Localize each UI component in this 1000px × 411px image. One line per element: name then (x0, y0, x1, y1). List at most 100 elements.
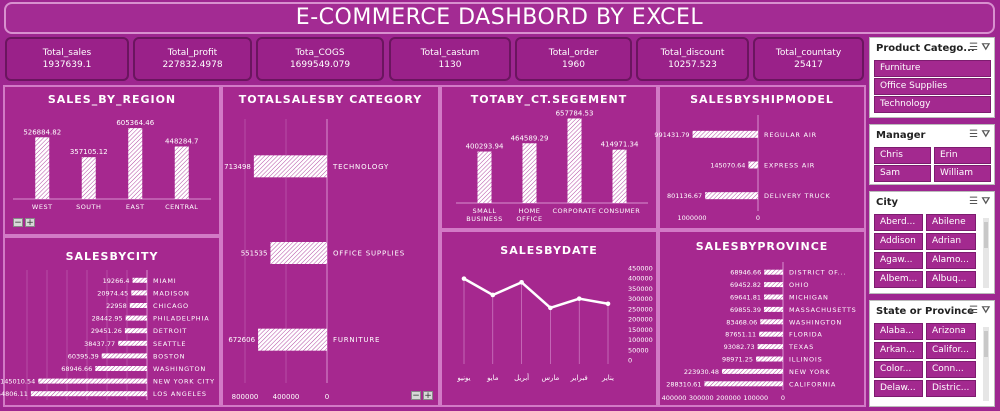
clear-filter-icon[interactable]: ⛛ (981, 196, 990, 207)
data-point (461, 276, 467, 281)
category-label: DISTRICT OF... (789, 269, 846, 277)
bar (764, 294, 783, 300)
axis-tick-label: 1000000 (678, 214, 707, 222)
data-label: 69855.39 (730, 306, 761, 314)
slicer-item[interactable]: Distric... (926, 380, 976, 397)
category-label: BUSINESS (466, 215, 502, 223)
slicer-item[interactable]: Arizona (926, 323, 976, 340)
category-label: ILLINOIS (789, 356, 823, 364)
slicer-item[interactable]: Sam (874, 165, 931, 182)
slicer-item[interactable]: Agaw... (874, 252, 923, 269)
slicer-item[interactable]: Albem... (874, 271, 923, 288)
data-label: 19266.4 (103, 277, 130, 285)
kpi-value: 25417 (794, 60, 823, 70)
axis-tick-label: 400000 (273, 393, 300, 401)
multiselect-icon[interactable]: ☰ (969, 129, 979, 140)
bar (705, 192, 758, 200)
category-label: CONSUMER (599, 207, 641, 215)
zoom-controls-bottom[interactable]: − + (411, 391, 433, 401)
bar (30, 391, 148, 397)
multiselect-icon[interactable]: ☰ (969, 305, 979, 316)
data-label: 801136.67 (667, 192, 702, 200)
kpi-value: 227832.4978 (162, 60, 223, 70)
data-label: 68946.66 (61, 365, 92, 373)
slicer-item[interactable]: Conn... (926, 361, 976, 378)
bar (258, 328, 327, 351)
kpi-value: 1130 (438, 60, 462, 70)
chart-title: SALES_BY_REGION (47, 93, 177, 106)
multiselect-icon[interactable]: ☰ (969, 196, 979, 207)
slicer-item[interactable]: Office Supplies (874, 78, 991, 95)
slicer-item[interactable]: Furniture (874, 60, 991, 77)
slicer-item[interactable]: Alaba... (874, 323, 923, 340)
kpi-value: 1960 (562, 60, 585, 70)
bar (270, 242, 327, 264)
bar (567, 118, 582, 203)
kpi-label: Total_discount (660, 48, 725, 58)
slicer-item[interactable]: Erin (934, 147, 991, 164)
clear-filter-icon[interactable]: ⛛ (981, 305, 990, 316)
clear-filter-icon[interactable]: ⛛ (981, 42, 990, 53)
bar (129, 303, 147, 308)
slicer-item[interactable]: Aberd... (874, 214, 923, 231)
slicer-item[interactable]: Technology (874, 96, 991, 113)
bar (763, 306, 783, 312)
category-label: NEW YORK CITY (153, 378, 215, 386)
category-label: CALIFORNIA (789, 380, 836, 388)
slicer-item[interactable]: Abilene (926, 214, 976, 231)
panel-sales-by-region: SALES_BY_REGION 526884.82 WEST 357105.12 SO… (3, 85, 221, 236)
category-label: SMALL (473, 207, 497, 215)
data-label: 38437.77 (84, 340, 115, 348)
multiselect-icon[interactable]: ☰ (969, 42, 979, 53)
data-label: 87651.11 (725, 331, 756, 339)
category-label: MIAMI (153, 277, 177, 285)
data-label: 605364.46 (116, 119, 154, 127)
collapse-button[interactable]: − (13, 218, 23, 228)
slicer-title: Product Catego... (876, 42, 975, 54)
data-label: 223930.48 (684, 368, 719, 376)
axis-tick-label: 200000 (716, 394, 741, 402)
slicer-item[interactable]: Alamo... (926, 252, 976, 269)
bar (124, 328, 147, 334)
category-label: WASHINGTON (789, 318, 842, 326)
slicer-item[interactable]: Addison (874, 233, 923, 250)
bar (118, 340, 147, 346)
data-label: 98971.25 (722, 356, 753, 364)
data-label: 713498 (224, 163, 251, 171)
kpi-total-profit: Total_profit 227832.4978 (133, 37, 252, 81)
expand-button[interactable]: + (25, 218, 35, 228)
chart-sales-by-region: 526884.82 WEST 357105.12 SOUTH 605364.46 EAST… (13, 119, 211, 211)
data-label: 464589.29 (511, 134, 549, 142)
slicer-scrollbar[interactable] (983, 327, 989, 401)
bar (477, 151, 492, 203)
slicer-item[interactable]: Arkan... (874, 342, 923, 359)
zoom-controls[interactable]: − + (13, 218, 35, 228)
slicer-item[interactable]: Adrian (926, 233, 976, 250)
slicer-item[interactable]: Chris (874, 147, 931, 164)
clear-filter-icon[interactable]: ⛛ (981, 129, 990, 140)
data-point (519, 280, 524, 285)
slicer-item[interactable]: Delaw... (874, 380, 923, 397)
kpi-total-sales: Total_sales 1937639.1 (5, 37, 129, 81)
category-label: CENTRAL (165, 203, 198, 211)
data-label: 657784.53 (556, 109, 594, 117)
collapse-button[interactable]: − (411, 391, 421, 401)
slicer-scrollbar[interactable] (983, 218, 989, 288)
expand-button[interactable]: + (423, 391, 433, 401)
chart-sales-by-province: 68946.66 DISTRICT OF... 69452.82 OHIO 69641.… (662, 262, 856, 402)
slicer-item[interactable]: Albuq... (926, 271, 976, 288)
category-label: أبريل (514, 373, 529, 382)
axis-tick-label: 150000 (628, 326, 653, 334)
bar (748, 161, 758, 169)
slicer-title: Manager (876, 129, 926, 141)
bar (760, 319, 783, 325)
bar (612, 149, 627, 203)
slicer-item[interactable]: William (934, 165, 991, 182)
bar (38, 378, 147, 384)
category-label: WASHINGTON (153, 365, 206, 373)
slicer-item[interactable]: Color... (874, 361, 923, 378)
category-label: WEST (32, 203, 53, 211)
axis-tick-label: 300000 (689, 394, 714, 402)
axis-tick-label: 50000 (628, 346, 649, 354)
slicer-item[interactable]: Califor... (926, 342, 976, 359)
